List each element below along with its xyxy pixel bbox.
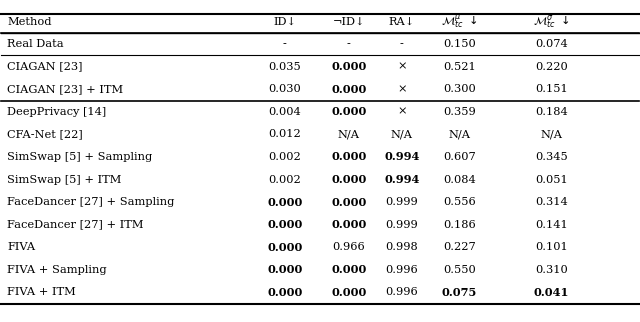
Text: FaceDancer [27] + Sampling: FaceDancer [27] + Sampling — [7, 197, 175, 207]
Text: 0.000: 0.000 — [331, 151, 367, 163]
Text: N/A: N/A — [540, 129, 562, 139]
Text: 0.556: 0.556 — [443, 197, 476, 207]
Text: 0.994: 0.994 — [384, 174, 419, 185]
Text: 0.186: 0.186 — [443, 220, 476, 230]
Text: 0.084: 0.084 — [443, 175, 476, 185]
Text: 0.012: 0.012 — [269, 129, 301, 139]
Text: ¬ID↓: ¬ID↓ — [333, 17, 365, 27]
Text: 0.550: 0.550 — [443, 265, 476, 275]
Text: N/A: N/A — [338, 129, 360, 139]
Text: N/A: N/A — [448, 129, 470, 139]
Text: 0.220: 0.220 — [535, 62, 568, 72]
Text: DeepPrivacy [14]: DeepPrivacy [14] — [7, 107, 106, 117]
Text: 0.000: 0.000 — [331, 264, 367, 275]
Text: CIAGAN [23] + ITM: CIAGAN [23] + ITM — [7, 84, 124, 94]
Text: 0.310: 0.310 — [535, 265, 568, 275]
Text: 0.051: 0.051 — [535, 175, 568, 185]
Text: ×: × — [397, 62, 406, 72]
Text: 0.994: 0.994 — [384, 151, 419, 163]
Text: 0.151: 0.151 — [535, 84, 568, 94]
Text: 0.998: 0.998 — [385, 242, 418, 252]
Text: 0.041: 0.041 — [533, 287, 569, 298]
Text: 0.966: 0.966 — [332, 242, 365, 252]
Text: 0.000: 0.000 — [267, 242, 303, 253]
Text: CFA-Net [22]: CFA-Net [22] — [7, 129, 83, 139]
Text: 0.075: 0.075 — [442, 287, 477, 298]
Text: 0.030: 0.030 — [269, 84, 301, 94]
Text: 0.359: 0.359 — [443, 107, 476, 117]
Text: 0.074: 0.074 — [535, 39, 568, 49]
Text: 0.300: 0.300 — [443, 84, 476, 94]
Text: 0.000: 0.000 — [267, 264, 303, 275]
Text: Real Data: Real Data — [7, 39, 64, 49]
Text: 0.607: 0.607 — [443, 152, 476, 162]
Text: $\mathcal{M}_{tc}^{\mu}$ $\downarrow$: $\mathcal{M}_{tc}^{\mu}$ $\downarrow$ — [441, 13, 477, 31]
Text: ×: × — [397, 107, 406, 117]
Text: 0.101: 0.101 — [535, 242, 568, 252]
Text: 0.999: 0.999 — [385, 197, 418, 207]
Text: Method: Method — [7, 17, 52, 27]
Text: 0.521: 0.521 — [443, 62, 476, 72]
Text: 0.002: 0.002 — [269, 175, 301, 185]
Text: CIAGAN [23]: CIAGAN [23] — [7, 62, 83, 72]
Text: 0.000: 0.000 — [267, 287, 303, 298]
Text: 0.996: 0.996 — [385, 287, 418, 297]
Text: 0.141: 0.141 — [535, 220, 568, 230]
Text: -: - — [283, 39, 287, 49]
Text: 0.000: 0.000 — [331, 197, 367, 208]
Text: RA↓: RA↓ — [388, 17, 415, 27]
Text: -: - — [347, 39, 351, 49]
Text: -: - — [400, 39, 404, 49]
Text: FIVA + ITM: FIVA + ITM — [7, 287, 76, 297]
Text: 0.150: 0.150 — [443, 39, 476, 49]
Text: 0.184: 0.184 — [535, 107, 568, 117]
Text: 0.000: 0.000 — [331, 174, 367, 185]
Text: FIVA: FIVA — [7, 242, 35, 252]
Text: 0.996: 0.996 — [385, 265, 418, 275]
Text: $\mathcal{M}_{tc}^{\sigma}$ $\downarrow$: $\mathcal{M}_{tc}^{\sigma}$ $\downarrow$ — [533, 14, 569, 30]
Text: 0.227: 0.227 — [443, 242, 476, 252]
Text: 0.000: 0.000 — [331, 84, 367, 95]
Text: 0.000: 0.000 — [267, 197, 303, 208]
Text: 0.000: 0.000 — [331, 219, 367, 230]
Text: FaceDancer [27] + ITM: FaceDancer [27] + ITM — [7, 220, 143, 230]
Text: N/A: N/A — [391, 129, 413, 139]
Text: 0.035: 0.035 — [269, 62, 301, 72]
Text: 0.004: 0.004 — [269, 107, 301, 117]
Text: 0.000: 0.000 — [331, 106, 367, 117]
Text: 0.314: 0.314 — [535, 197, 568, 207]
Text: ID↓: ID↓ — [273, 17, 296, 27]
Text: 0.000: 0.000 — [331, 287, 367, 298]
Text: SimSwap [5] + ITM: SimSwap [5] + ITM — [7, 175, 122, 185]
Text: 0.000: 0.000 — [267, 219, 303, 230]
Text: FIVA + Sampling: FIVA + Sampling — [7, 265, 107, 275]
Text: 0.999: 0.999 — [385, 220, 418, 230]
Text: 0.002: 0.002 — [269, 152, 301, 162]
Text: SimSwap [5] + Sampling: SimSwap [5] + Sampling — [7, 152, 152, 162]
Text: 0.345: 0.345 — [535, 152, 568, 162]
Text: ×: × — [397, 84, 406, 94]
Text: 0.000: 0.000 — [331, 61, 367, 72]
